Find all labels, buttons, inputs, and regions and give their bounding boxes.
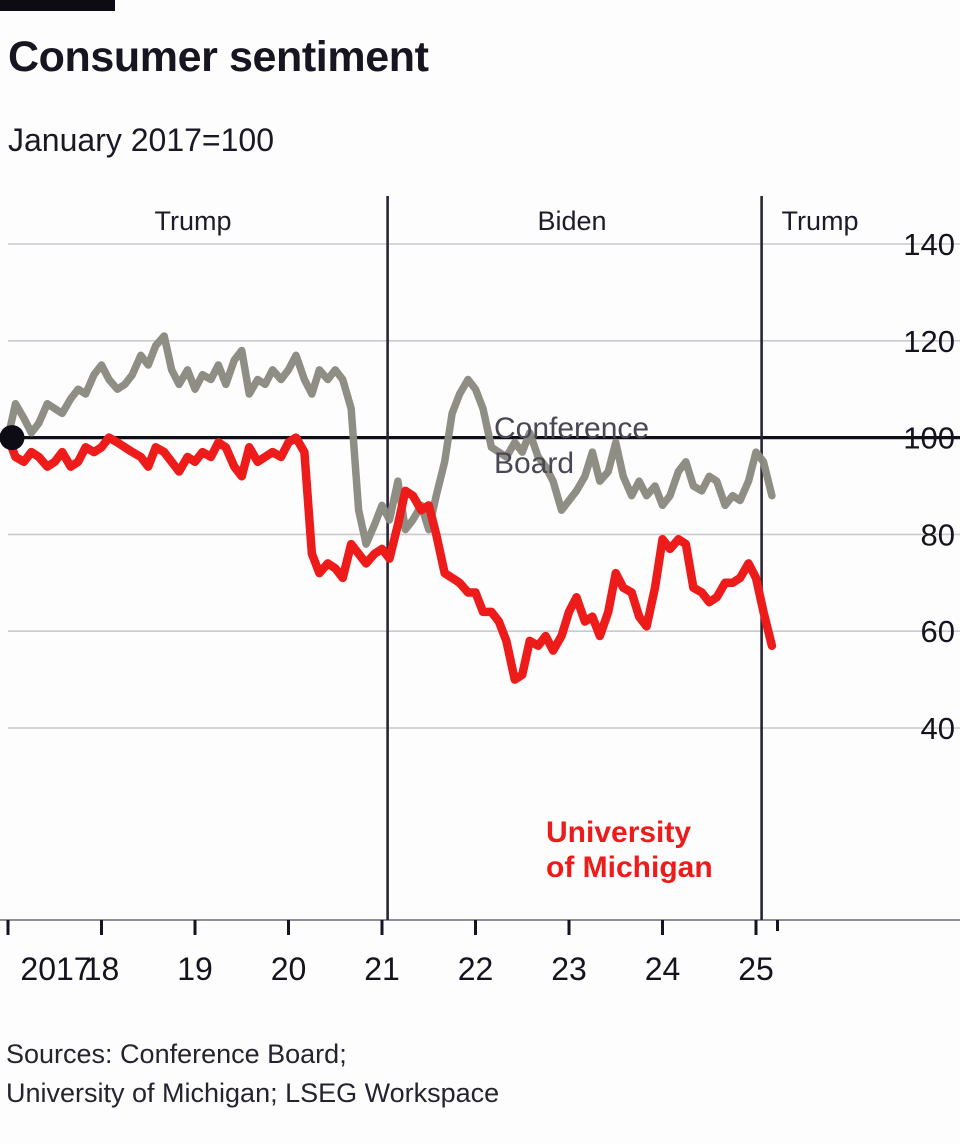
y-axis-label-40: 40 [921, 711, 955, 746]
series-line-conference-board [4, 332, 776, 548]
y-axis-label-100: 100 [903, 421, 955, 456]
era-label-0-trump: Trump [154, 206, 231, 236]
y-axis-label-120: 120 [903, 324, 955, 359]
x-axis-label-23: 23 [551, 951, 587, 987]
era-label-1-biden: Biden [537, 206, 606, 236]
x-axis-label-20: 20 [271, 951, 307, 987]
y-axis-label-140: 140 [903, 227, 955, 262]
annotation-conference-board-line-1: Board [494, 447, 574, 480]
chart-subtitle: January 2017=100 [8, 122, 274, 158]
decorative-top-rule [0, 0, 115, 11]
x-axis-label-25: 25 [738, 951, 774, 987]
era-label-2-trump: Trump [781, 206, 858, 236]
x-axis-label-24: 24 [645, 951, 681, 987]
y-axis-label-60: 60 [921, 614, 955, 649]
x-axis-label-21: 21 [364, 951, 400, 987]
page-title: Consumer sentiment [8, 33, 429, 81]
x-axis-label-2017: 2017 [20, 951, 91, 987]
x-axis-label-18: 18 [84, 951, 120, 987]
x-axis-label-22: 22 [458, 951, 494, 987]
annotation-university-of-michigan-line-1: of Michigan [546, 851, 713, 884]
annotation-conference-board-line-0: Conference [494, 412, 649, 445]
y-axis-label-80: 80 [921, 517, 955, 552]
x-axis-label-19: 19 [177, 951, 213, 987]
source-note: Sources: Conference Board; University of… [6, 1039, 500, 1109]
annotation-university-of-michigan-line-0: University [546, 816, 691, 849]
origin-marker-dot [0, 425, 25, 451]
series-line-university-of-michigan [3, 433, 777, 684]
